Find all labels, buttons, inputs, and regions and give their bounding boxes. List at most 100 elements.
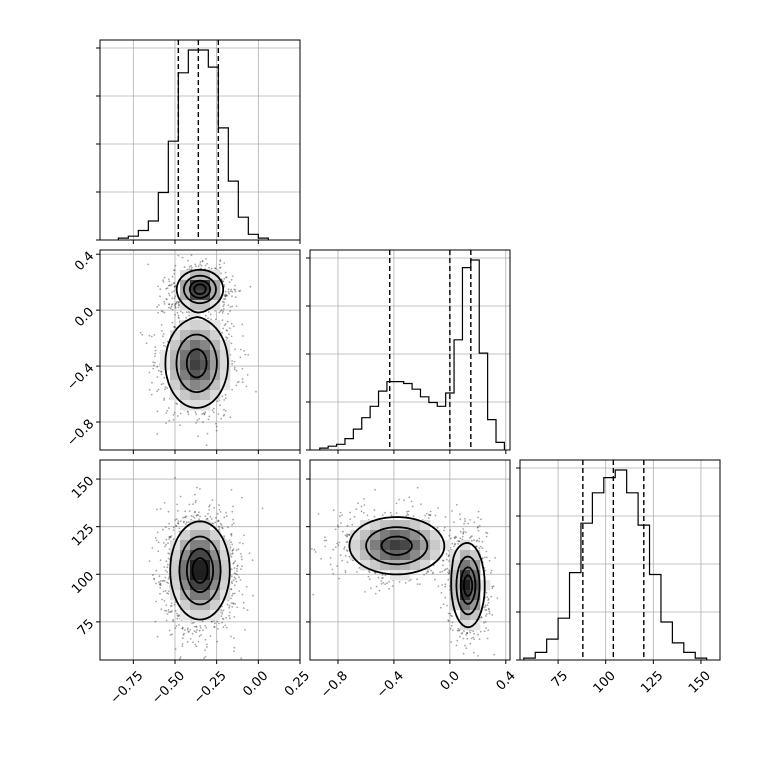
scatter-point (234, 577, 237, 580)
scatter-point (478, 540, 481, 543)
scatter-point (481, 540, 484, 543)
scatter-point (447, 619, 450, 622)
density-cell (360, 550, 371, 561)
scatter-point (459, 635, 461, 638)
scatter-point (412, 515, 415, 518)
scatter-point (219, 310, 222, 312)
scatter-point (450, 641, 453, 643)
scatter-point (223, 324, 226, 327)
scatter-point (479, 630, 482, 633)
scatter-point (182, 516, 184, 519)
scatter-point (235, 580, 238, 583)
scatter-point (165, 345, 167, 348)
scatter-point (166, 477, 168, 479)
scatter-point (163, 311, 166, 314)
scatter-point (343, 548, 345, 550)
panel-frame (519, 459, 721, 661)
scatter-point (449, 612, 452, 615)
scatter-point (195, 625, 198, 628)
contour-level-1 (175, 274, 218, 393)
scatter-point (167, 306, 170, 309)
scatter-point (208, 504, 211, 507)
contour-level-2 (380, 535, 477, 605)
density-cell (200, 570, 211, 581)
density-cell (350, 530, 361, 541)
scatter-point (238, 290, 241, 293)
scatter-point (165, 543, 167, 546)
scatter-point (151, 547, 154, 549)
scatter-point (346, 550, 349, 552)
scatter-point (221, 331, 224, 334)
scatter-point (231, 362, 234, 365)
scatter-point (221, 611, 224, 613)
scatter-point (181, 643, 184, 645)
scatter-point (194, 510, 197, 513)
scatter-point (476, 539, 479, 542)
scatter-point (154, 355, 156, 358)
scatter-point (173, 282, 176, 285)
scatter-point (236, 573, 239, 576)
scatter-point (230, 555, 233, 558)
scatter-point (459, 537, 462, 540)
panel-2-0 (99, 459, 301, 661)
scatter-point (227, 312, 230, 315)
density-cell (400, 540, 411, 551)
scatter-point (466, 632, 468, 635)
scatter-point (228, 604, 231, 607)
scatter-point (178, 624, 180, 626)
scatter-point (199, 488, 201, 490)
scatter-point (447, 571, 449, 574)
scatter-point (220, 615, 223, 617)
scatter-point (174, 477, 177, 479)
scatter-point (220, 609, 223, 611)
density-cell (190, 570, 201, 581)
scatter-point (242, 607, 245, 610)
scatter-point (450, 537, 452, 540)
density-cell (400, 530, 411, 541)
scatter-point (177, 615, 180, 618)
panel-frame (309, 249, 511, 451)
scatter-point (485, 627, 487, 630)
scatter-point (217, 628, 219, 630)
density-cell (190, 610, 201, 621)
scatter-point (483, 630, 486, 633)
density-cell (450, 590, 461, 601)
density-cell (170, 580, 181, 591)
scatter-point (162, 342, 165, 344)
scatter-point (235, 384, 238, 387)
scatter-point (225, 515, 228, 518)
scatter-point (150, 335, 153, 338)
scatter-point (165, 560, 168, 563)
scatter-point (197, 265, 200, 268)
scatter-point (175, 524, 177, 527)
scatter-point (152, 367, 155, 370)
density-cell (180, 390, 191, 401)
scatter-point (464, 520, 466, 523)
scatter-point (472, 636, 475, 639)
scatter-point (223, 308, 225, 310)
scatter-point (174, 306, 177, 309)
scatter-point (477, 526, 479, 528)
scatter-point (184, 510, 187, 513)
scatter-point (166, 581, 169, 584)
scatter-point (163, 580, 166, 582)
scatter-point (219, 404, 221, 406)
scatter-point (158, 583, 161, 586)
scatter-point (174, 519, 177, 521)
scatter-point (161, 335, 164, 338)
scatter-point (230, 533, 233, 535)
scatter-point (346, 540, 349, 543)
scatter-point (405, 515, 408, 517)
density-cell (450, 600, 461, 611)
scatter-point (227, 290, 230, 293)
scatter-point (167, 557, 170, 560)
scatter-point (168, 284, 171, 286)
scatter-point (427, 570, 430, 573)
scatter-point (486, 604, 489, 606)
scatter-point (485, 556, 488, 559)
scatter-point (194, 501, 197, 504)
scatter-point (222, 626, 225, 629)
contour-level-2 (185, 279, 212, 379)
scatter-point (207, 512, 209, 515)
density-cell (180, 550, 191, 561)
